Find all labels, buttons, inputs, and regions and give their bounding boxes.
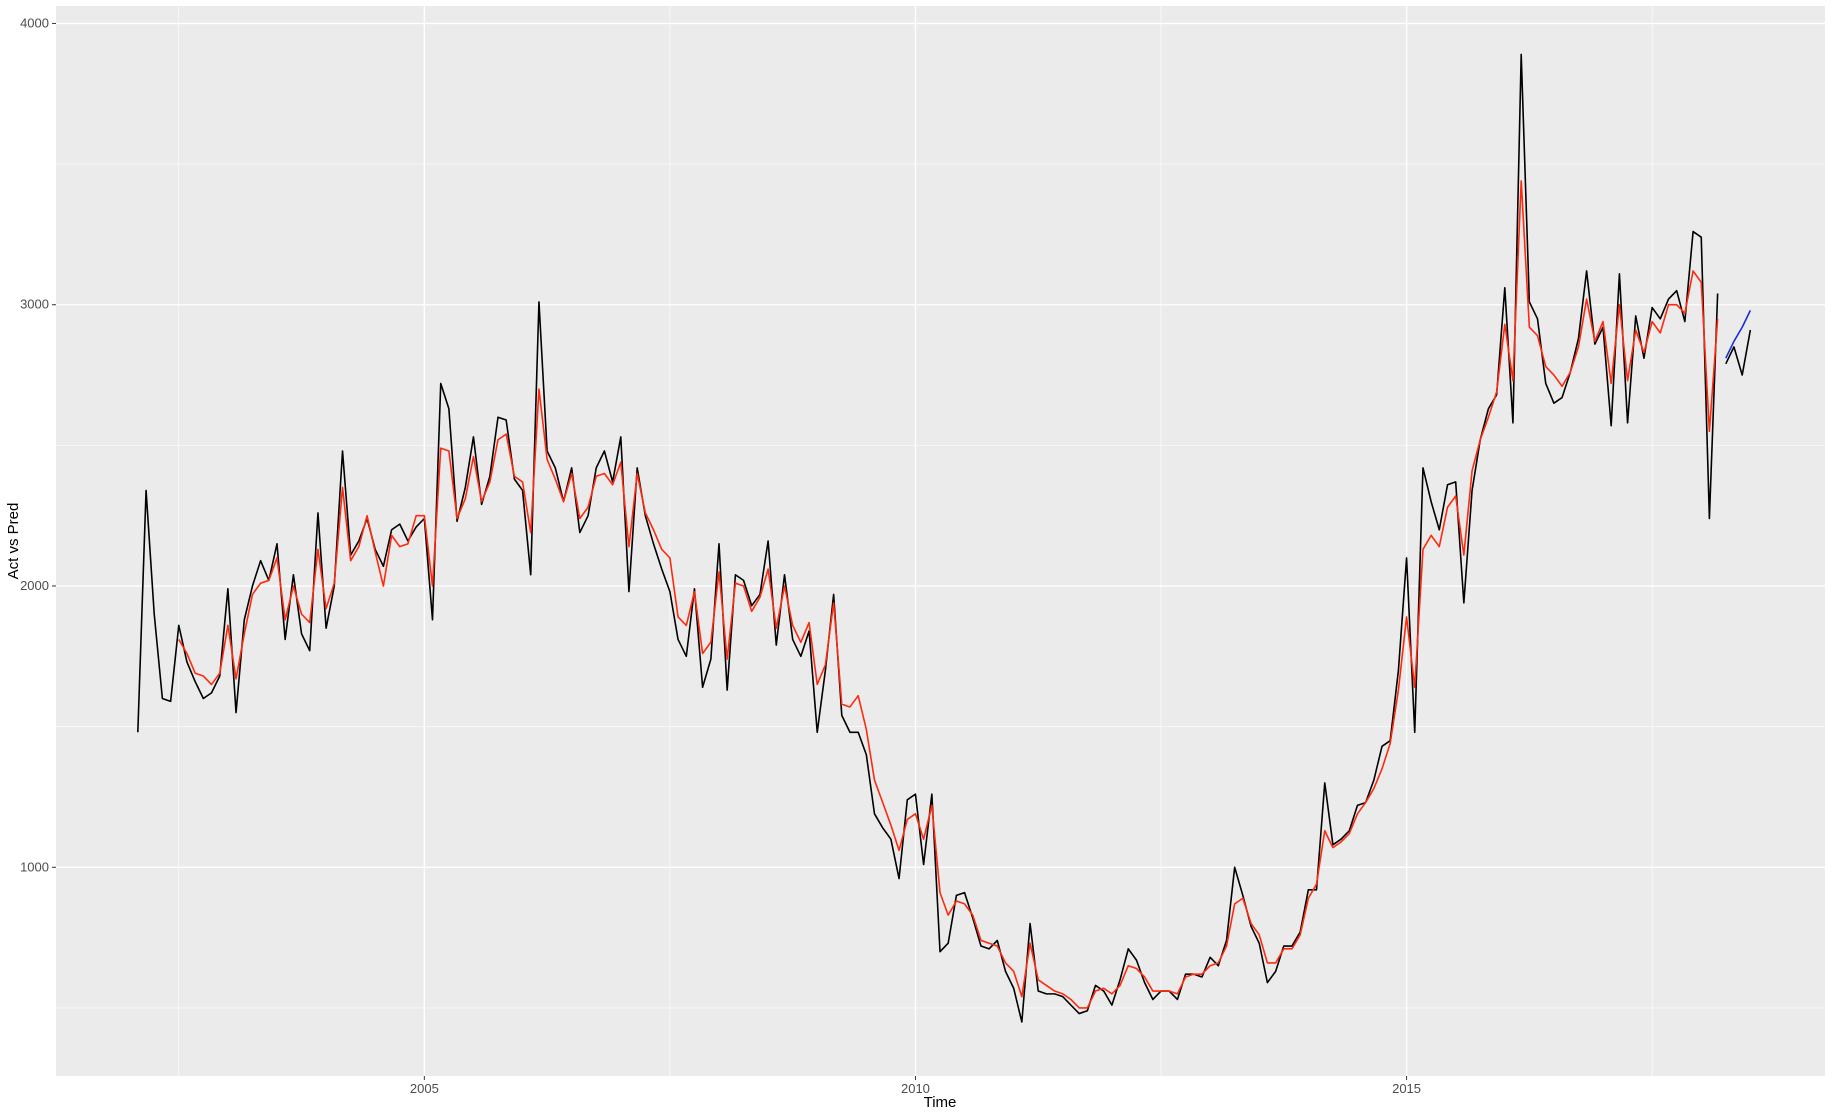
series-line [1725,329,1752,376]
x-tick-label: 2005 [410,1081,439,1096]
y-tick-label: 4000 [20,15,49,30]
x-axis-title: Time [924,1094,957,1111]
series-line [1725,310,1752,359]
y-tick-label: 1000 [20,859,49,874]
series-line [178,180,1719,1009]
series-line [137,53,1719,1023]
y-tick-label: 2000 [20,578,49,593]
x-tick-label: 2010 [901,1081,930,1096]
x-tick-label: 2015 [1392,1081,1421,1096]
plot-background [56,6,1825,1076]
y-axis-title: Act vs Pred [5,503,22,580]
y-tick-label: 3000 [20,297,49,312]
